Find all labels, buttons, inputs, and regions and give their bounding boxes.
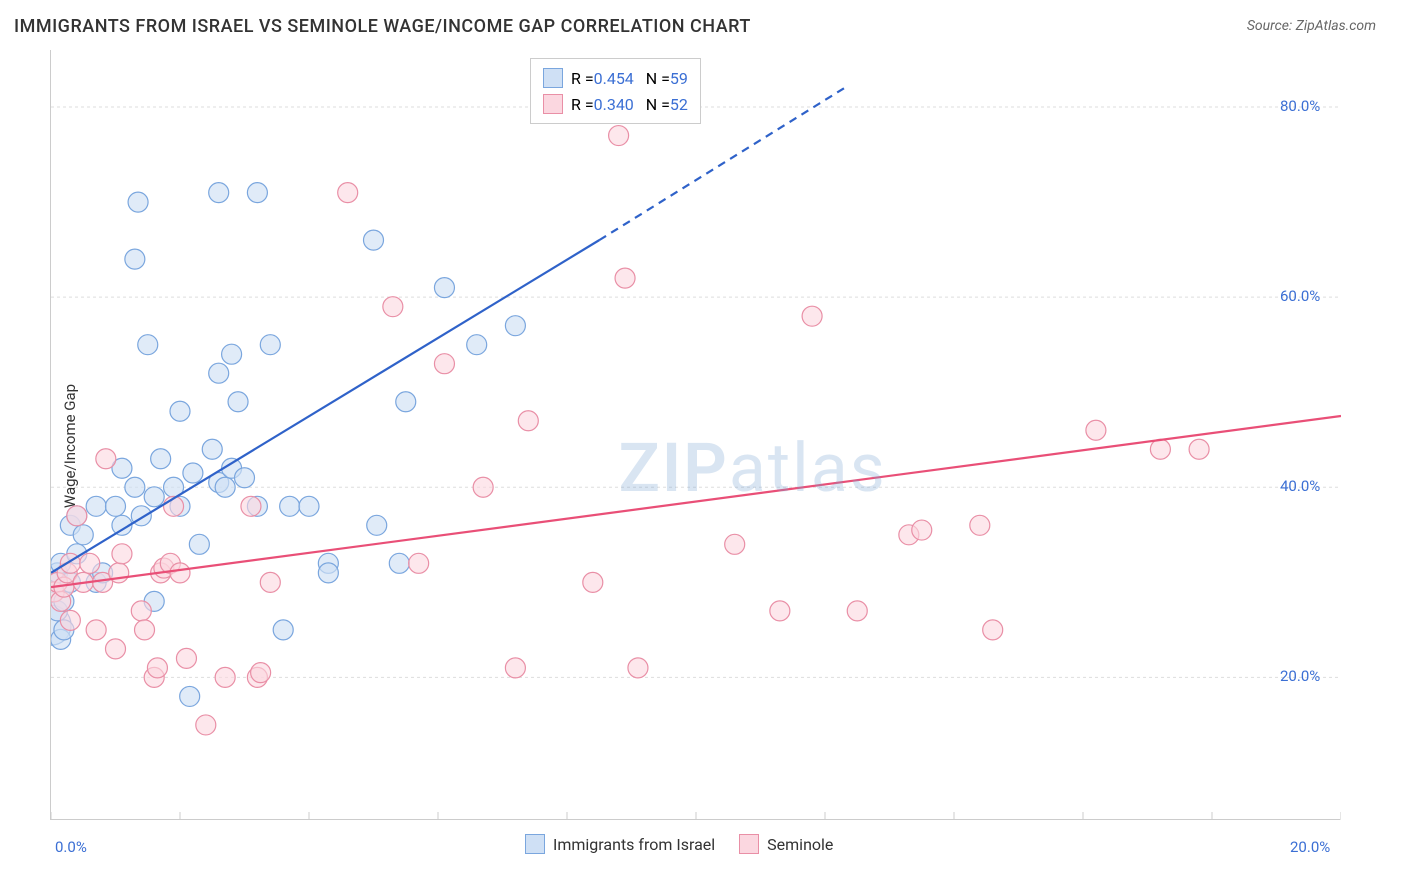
data-point bbox=[170, 563, 190, 583]
legend-stats-row: R = 0.454 N = 59 bbox=[543, 65, 688, 91]
data-point bbox=[196, 715, 216, 735]
data-point bbox=[1150, 439, 1170, 459]
data-point bbox=[912, 520, 932, 540]
data-point bbox=[247, 183, 267, 203]
data-point bbox=[228, 392, 248, 412]
data-point bbox=[60, 610, 80, 630]
data-point bbox=[970, 515, 990, 535]
y-tick-label: 80.0% bbox=[1280, 97, 1320, 115]
y-tick-label: 20.0% bbox=[1280, 667, 1320, 685]
data-point bbox=[299, 496, 319, 516]
data-point bbox=[125, 477, 145, 497]
legend-series-item: Immigrants from Israel bbox=[525, 834, 715, 854]
data-point bbox=[1086, 420, 1106, 440]
data-point bbox=[96, 449, 116, 469]
data-point bbox=[518, 411, 538, 431]
legend-swatch bbox=[525, 834, 545, 854]
legend-series-label: Seminole bbox=[767, 835, 833, 854]
data-point bbox=[1189, 439, 1209, 459]
legend-swatch bbox=[543, 94, 563, 114]
data-point bbox=[770, 601, 790, 621]
data-point bbox=[183, 463, 203, 483]
legend-swatch bbox=[543, 68, 563, 88]
legend-stats-row: R = 0.340 N = 52 bbox=[543, 91, 688, 117]
data-point bbox=[147, 658, 167, 678]
scatter-svg bbox=[51, 50, 1341, 820]
y-tick-label: 40.0% bbox=[1280, 477, 1320, 495]
data-point bbox=[505, 316, 525, 336]
data-point bbox=[260, 572, 280, 592]
data-point bbox=[80, 553, 100, 573]
data-point bbox=[202, 439, 222, 459]
y-tick-label: 60.0% bbox=[1280, 287, 1320, 305]
legend-stats-text: R = 0.340 N = 52 bbox=[571, 95, 688, 114]
data-point bbox=[176, 648, 196, 668]
data-point bbox=[367, 515, 387, 535]
data-point bbox=[434, 354, 454, 374]
data-point bbox=[725, 534, 745, 554]
data-point bbox=[802, 306, 822, 326]
data-point bbox=[628, 658, 648, 678]
data-point bbox=[86, 620, 106, 640]
data-point bbox=[170, 401, 190, 421]
data-point bbox=[260, 335, 280, 355]
data-point bbox=[609, 126, 629, 146]
chart-title: IMMIGRANTS FROM ISRAEL VS SEMINOLE WAGE/… bbox=[14, 16, 751, 37]
data-point bbox=[273, 620, 293, 640]
data-point bbox=[106, 639, 126, 659]
data-point bbox=[364, 230, 384, 250]
legend-stats: R = 0.454 N = 59 R = 0.340 N = 52 bbox=[530, 58, 701, 124]
data-point bbox=[67, 506, 87, 526]
data-point bbox=[135, 620, 155, 640]
legend-series-label: Immigrants from Israel bbox=[553, 835, 715, 854]
data-point bbox=[847, 601, 867, 621]
data-point bbox=[131, 601, 151, 621]
data-point bbox=[434, 278, 454, 298]
data-point bbox=[251, 663, 271, 683]
data-point bbox=[222, 344, 242, 364]
data-point bbox=[409, 553, 429, 573]
data-point bbox=[73, 525, 93, 545]
data-point bbox=[389, 553, 409, 573]
data-point bbox=[396, 392, 416, 412]
data-point bbox=[189, 534, 209, 554]
legend-swatch bbox=[739, 834, 759, 854]
source-label: Source: ZipAtlas.com bbox=[1247, 18, 1376, 34]
data-point bbox=[144, 487, 164, 507]
legend-series: Immigrants from Israel Seminole bbox=[525, 834, 833, 854]
x-tick-label: 0.0% bbox=[55, 838, 87, 856]
data-point bbox=[112, 544, 132, 564]
data-point bbox=[280, 496, 300, 516]
data-point bbox=[318, 563, 338, 583]
data-point bbox=[151, 449, 171, 469]
data-point bbox=[383, 297, 403, 317]
trend-line bbox=[51, 240, 599, 573]
chart-container: IMMIGRANTS FROM ISRAEL VS SEMINOLE WAGE/… bbox=[0, 0, 1406, 892]
data-point bbox=[128, 192, 148, 212]
data-point bbox=[215, 667, 235, 687]
data-point bbox=[467, 335, 487, 355]
data-point bbox=[615, 268, 635, 288]
data-point bbox=[473, 477, 493, 497]
data-point bbox=[209, 363, 229, 383]
data-point bbox=[106, 496, 126, 516]
data-point bbox=[241, 496, 261, 516]
data-point bbox=[215, 477, 235, 497]
data-point bbox=[505, 658, 525, 678]
data-point bbox=[235, 468, 255, 488]
x-tick-label: 20.0% bbox=[1290, 838, 1330, 856]
data-point bbox=[983, 620, 1003, 640]
data-point bbox=[138, 335, 158, 355]
data-point bbox=[180, 686, 200, 706]
plot-area: ZIPatlas bbox=[50, 50, 1340, 820]
data-point bbox=[583, 572, 603, 592]
data-point bbox=[209, 183, 229, 203]
legend-stats-text: R = 0.454 N = 59 bbox=[571, 69, 688, 88]
legend-series-item: Seminole bbox=[739, 834, 833, 854]
data-point bbox=[338, 183, 358, 203]
data-point bbox=[86, 496, 106, 516]
data-point bbox=[125, 249, 145, 269]
